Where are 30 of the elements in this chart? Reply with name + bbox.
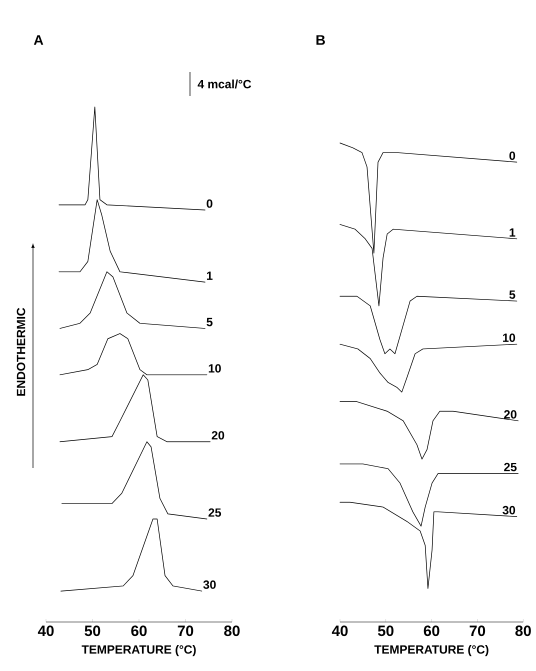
x-tick-label: 40 — [38, 626, 54, 636]
x-tick-label: 80 — [515, 626, 531, 636]
chart-title: B — [316, 35, 325, 45]
series-label: 1 — [206, 272, 213, 280]
series-label: 25 — [504, 462, 517, 472]
series-label: 5 — [206, 318, 213, 326]
series-label: 5 — [509, 290, 516, 299]
series-label: 30 — [203, 580, 216, 589]
x-tick-label: 80 — [224, 626, 240, 636]
series-label: 25 — [208, 508, 222, 517]
text: 4 mcal/°C — [198, 80, 252, 88]
series-label: 20 — [212, 431, 224, 440]
x-tick-label: 60 — [424, 626, 440, 636]
series-label: 10 — [208, 364, 221, 373]
x-tick-label: 40 — [332, 626, 348, 636]
y-axis-title: ENDOTHERMIC — [16, 308, 26, 396]
x-tick-label: 60 — [131, 626, 147, 636]
series-label: 1 — [510, 228, 516, 237]
x-axis-title: TEMPERATURE (°C) — [82, 644, 196, 656]
x-tick-label: 50 — [378, 626, 394, 636]
x-tick-label: 70 — [178, 626, 194, 636]
x-tick-label: 70 — [470, 626, 486, 636]
series-label: 10 — [503, 334, 516, 342]
series-label: 20 — [504, 410, 516, 419]
x-axis-title: TEMPERATURE (°C) — [374, 644, 488, 656]
series-label: 0 — [206, 199, 212, 208]
x-tick-label: 50 — [84, 626, 100, 636]
chart-title: A — [34, 35, 44, 45]
series-label: 0 — [509, 151, 516, 160]
series-label: 30 — [502, 506, 516, 514]
